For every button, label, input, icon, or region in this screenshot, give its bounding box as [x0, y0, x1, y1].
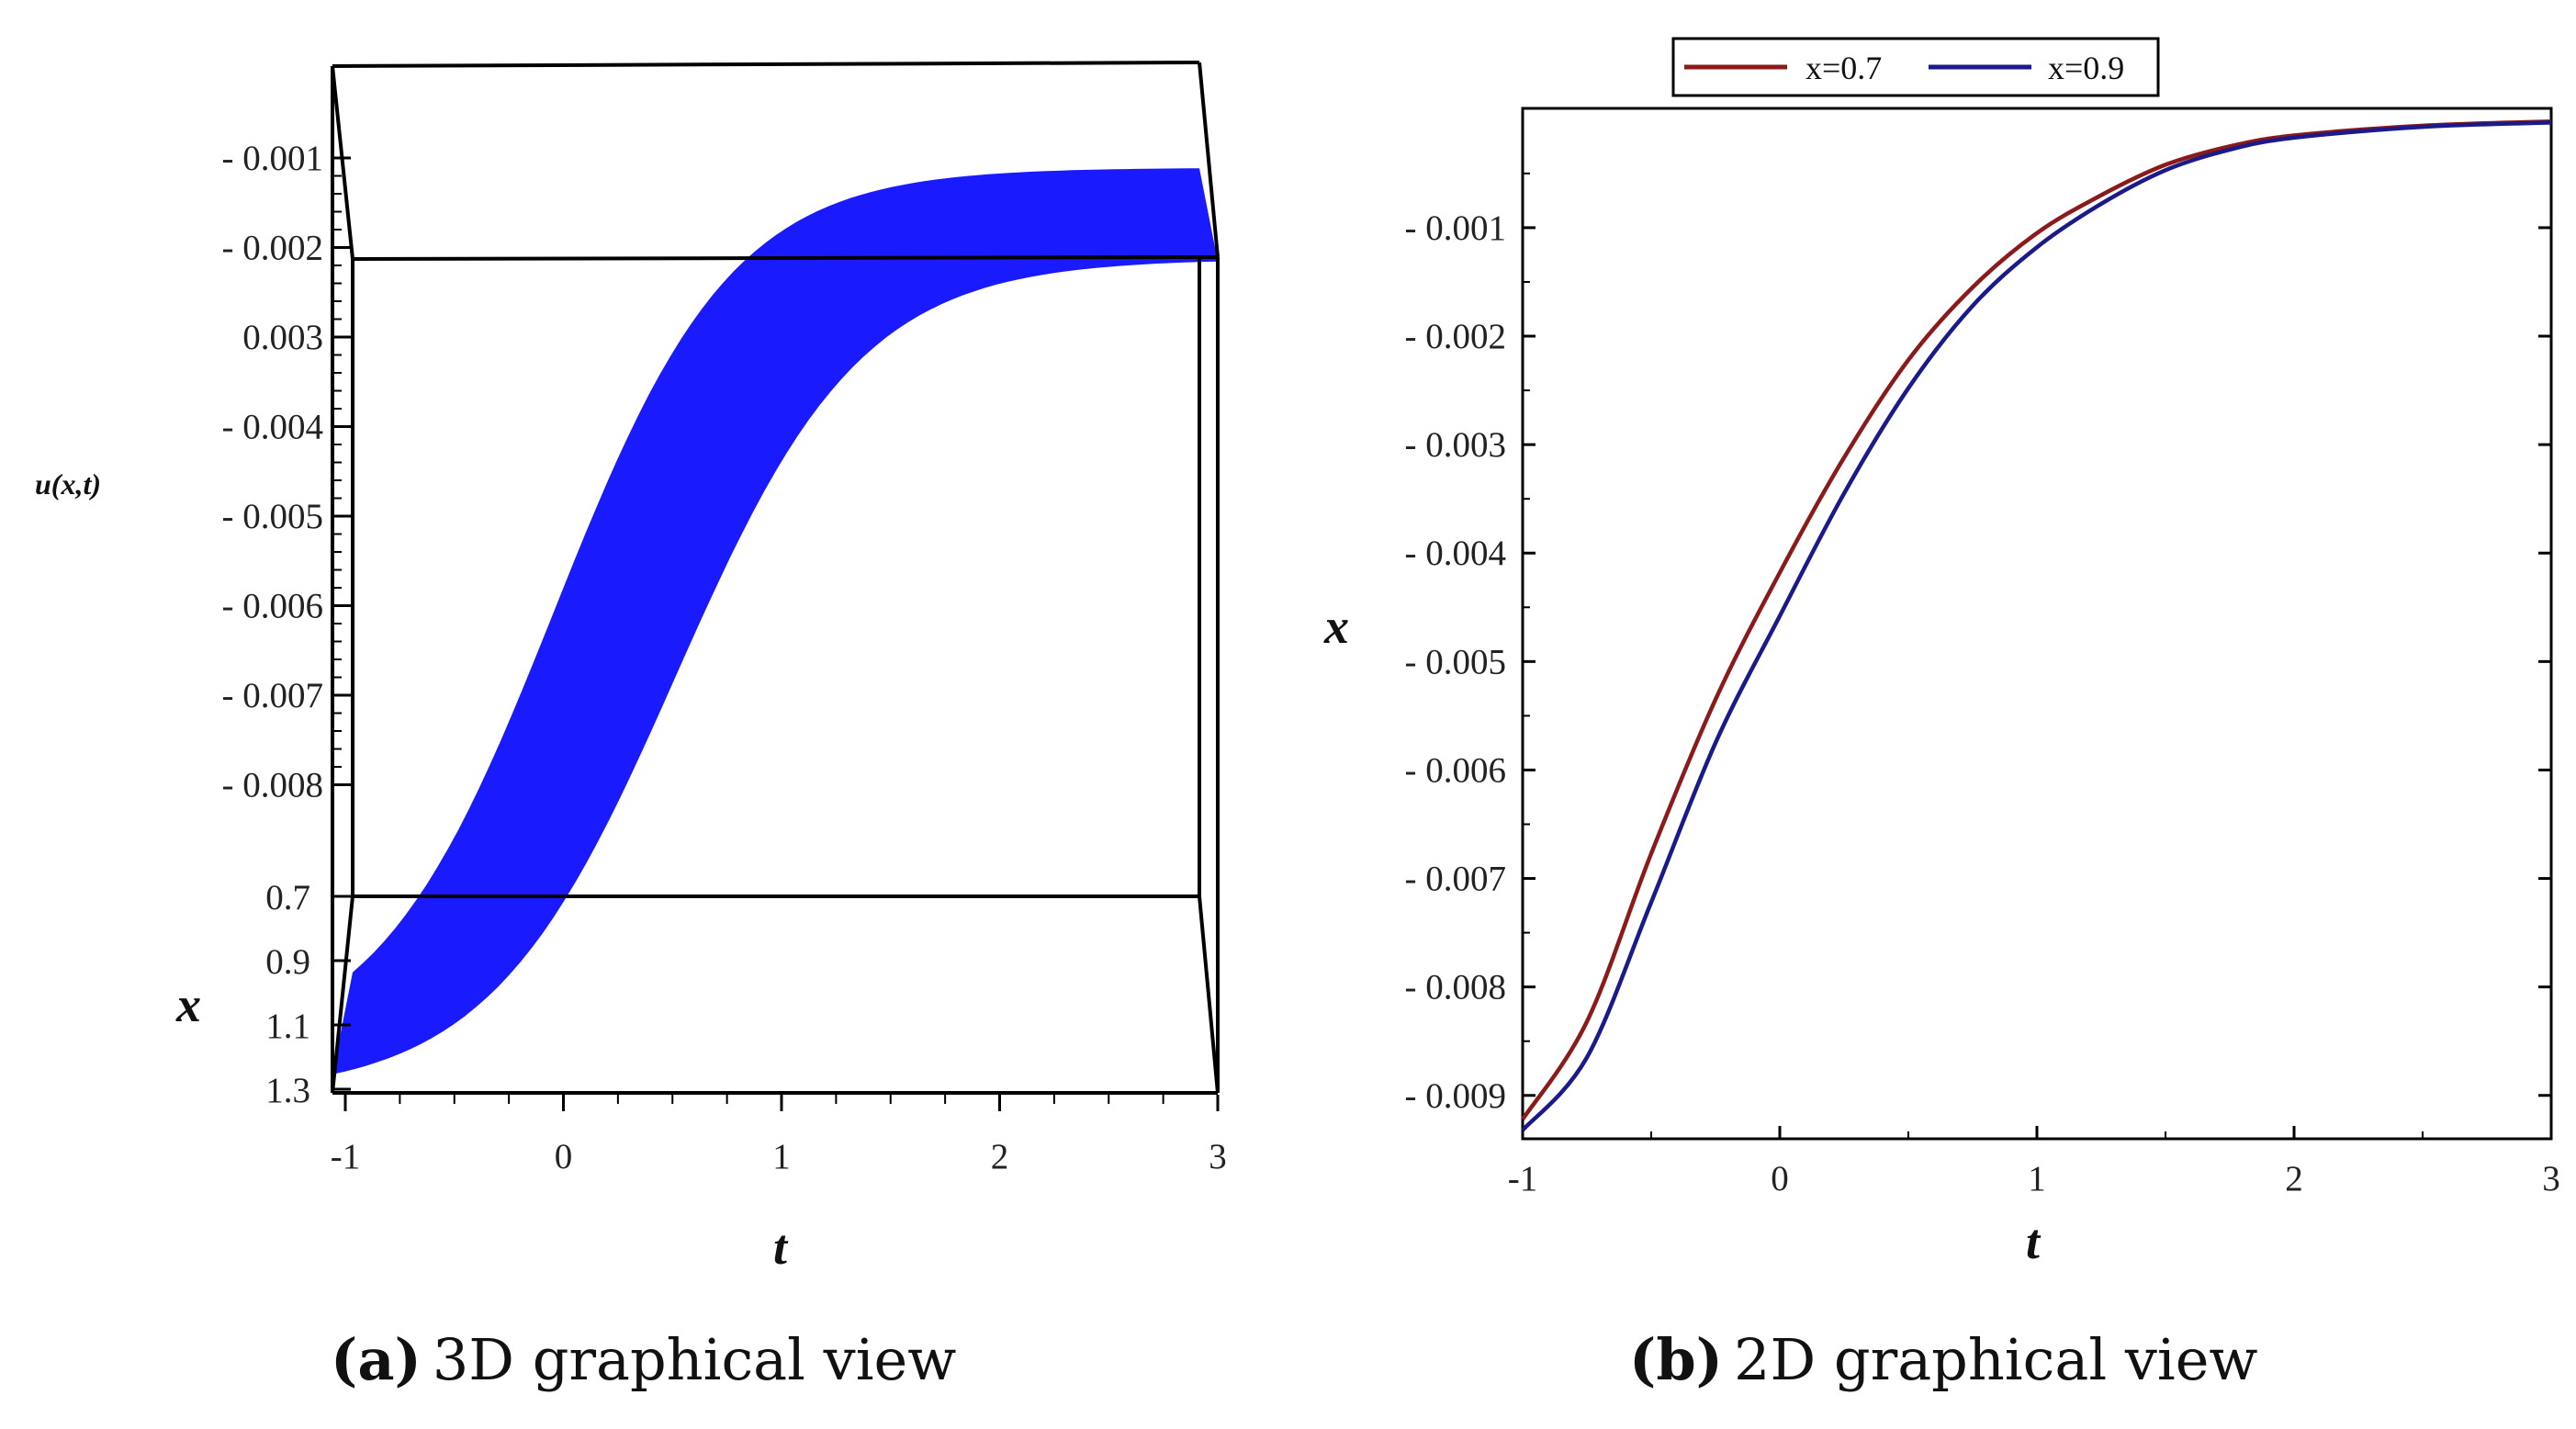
- caption-a-text: 3D graphical view: [433, 1326, 956, 1393]
- caption-b: (b) 2D graphical view: [1629, 1326, 2257, 1393]
- x-axis-title: t: [2026, 1214, 2042, 1269]
- z-tick-label: - 0.004: [222, 408, 324, 447]
- caption-a: (a) 3D graphical view: [331, 1326, 956, 1393]
- t-tick-label: 3: [1209, 1137, 1227, 1176]
- z-tick-label: - 0.007: [222, 676, 324, 715]
- x-tick-label: 1: [2028, 1159, 2046, 1198]
- box-edge: [331, 65, 354, 260]
- z-axis-title: u(x,t): [35, 467, 101, 501]
- caption-b-text: 2D graphical view: [1734, 1326, 2257, 1393]
- box-edge: [1198, 895, 1220, 1094]
- y-axis-ticks: - 0.001 - 0.002 - 0.003 - 0.004 - 0.005 - 0.0…: [1405, 172, 2551, 1116]
- y-tick-label: - 0.004: [1405, 534, 1507, 573]
- y-tick-label: - 0.007: [1405, 860, 1507, 899]
- y-tick-label: - 0.002: [1405, 317, 1507, 356]
- x-tick-label: 2: [2285, 1159, 2303, 1198]
- z-tick-label: - 0.001: [222, 139, 324, 178]
- series-line-0: [1521, 118, 2552, 1120]
- box-edge: [352, 255, 1219, 261]
- surface-band: [332, 168, 1218, 1075]
- series-line-1: [1521, 120, 2552, 1132]
- z-tick-label: - 0.008: [222, 766, 324, 805]
- z-tick-label: - 0.005: [222, 497, 324, 536]
- z-tick-label: - 0.006: [222, 587, 324, 626]
- legend-label-0: x=0.7: [1805, 50, 1882, 86]
- y-tick-label: - 0.003: [1405, 425, 1507, 465]
- box-edge: [1198, 62, 1220, 258]
- t-tick-label: 2: [991, 1137, 1009, 1176]
- y-tick-label: - 0.001: [1405, 208, 1507, 248]
- x-tick-label: 1.1: [265, 1007, 310, 1046]
- caption-b-tag: (b): [1629, 1326, 1723, 1393]
- t-tick-label: -1: [331, 1137, 361, 1176]
- x-tick-label: 0: [1771, 1159, 1789, 1198]
- y-tick-label: - 0.008: [1405, 968, 1507, 1007]
- y-tick-label: - 0.005: [1405, 642, 1507, 681]
- t-axis-title: t: [773, 1220, 789, 1275]
- y-axis-title: x: [1323, 599, 1349, 654]
- y-tick-label: - 0.009: [1405, 1076, 1507, 1116]
- x-tick-label: 0.7: [265, 878, 310, 917]
- box-edge: [332, 61, 1200, 68]
- z-tick-label: 0.003: [242, 318, 323, 357]
- x-tick-label: 1.3: [265, 1071, 310, 1110]
- legend: x=0.7 x=0.9: [1671, 37, 2160, 97]
- panel-a-3d: - 0.001 - 0.002 0.003 - 0.004 - 0.005 - 0.006…: [35, 61, 1227, 1393]
- t-tick-label: 0: [555, 1137, 573, 1176]
- y-tick-label: - 0.006: [1405, 750, 1507, 790]
- series-lines: [1521, 118, 2552, 1132]
- x-axis-title: x: [175, 977, 201, 1032]
- box-edge: [331, 895, 354, 1094]
- t-axis-ticks: -1 0 1 2 3: [331, 1095, 1227, 1176]
- legend-label-1: x=0.9: [2048, 50, 2124, 86]
- box-frame: [331, 61, 1220, 1095]
- x-axis-ticks: -1 0 1 2 3: [1508, 1126, 2560, 1198]
- x-tick-label: 0.9: [265, 942, 310, 982]
- x-tick-label: 3: [2542, 1159, 2560, 1198]
- t-tick-label: 1: [772, 1137, 791, 1176]
- z-axis-ticks: - 0.001 - 0.002 0.003 - 0.004 - 0.005 - 0.006…: [222, 139, 351, 805]
- x-tick-label: -1: [1508, 1159, 1538, 1198]
- plot-frame: [1521, 107, 2553, 1141]
- panel-b-2d: - 0.001 - 0.002 - 0.003 - 0.004 - 0.005 - 0.0…: [1323, 37, 2560, 1393]
- z-tick-label: - 0.002: [222, 229, 324, 268]
- x-axis-ticks: 0.7 0.9 1.1 1.3: [265, 878, 351, 1110]
- caption-a-tag: (a): [331, 1326, 422, 1393]
